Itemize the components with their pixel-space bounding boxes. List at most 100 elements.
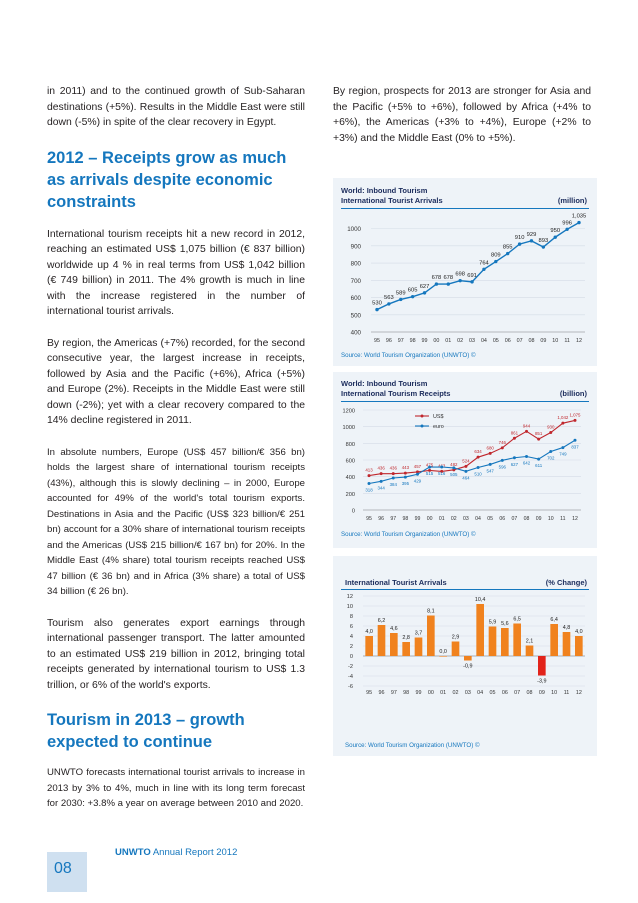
data-label: 505	[450, 472, 458, 477]
x-tick-label: 99	[422, 338, 428, 344]
data-label: 910	[515, 235, 525, 241]
data-label: 1,075	[570, 412, 582, 417]
data-point	[529, 239, 534, 243]
data-label: 596	[499, 464, 507, 469]
right-column: By region, prospects for 2013 are strong…	[333, 84, 591, 162]
data-label: -0,9	[463, 664, 472, 670]
data-label: 457	[414, 464, 422, 469]
x-tick-label: 02	[453, 690, 459, 694]
data-point	[446, 282, 450, 286]
data-label: 530	[372, 301, 382, 307]
page-number-box	[47, 852, 87, 892]
data-point	[512, 456, 516, 460]
data-point	[428, 465, 432, 469]
bar	[414, 637, 423, 656]
bar	[575, 636, 583, 656]
data-point	[470, 280, 474, 284]
data-label: 0,0	[439, 649, 447, 655]
y-tick-label: 1000	[343, 425, 355, 431]
x-tick-label: 09	[540, 338, 546, 344]
paragraph-receipts-record: International tourism receipts hit a new…	[47, 228, 305, 318]
x-tick-label: 05	[490, 690, 496, 694]
data-label: 524	[462, 458, 470, 463]
data-point	[500, 458, 504, 462]
y-tick-label: 500	[351, 312, 362, 319]
data-label: 4,0	[575, 629, 583, 635]
data-label: 950	[550, 228, 560, 234]
data-label: 5,6	[501, 621, 509, 627]
bar	[464, 656, 472, 661]
data-point	[391, 472, 395, 476]
data-label: 749	[559, 452, 567, 457]
x-tick-label: 04	[475, 516, 481, 522]
data-label: 691	[467, 273, 477, 279]
y-tick-label: 8	[350, 614, 353, 620]
chart-change-unit: (% Change)	[545, 578, 587, 587]
data-point	[500, 446, 504, 450]
data-label: 627	[420, 284, 430, 290]
chart-receipts-unit: (billion)	[559, 389, 587, 398]
data-label: 436	[377, 466, 385, 471]
data-label: 698	[455, 272, 465, 278]
data-label: 384	[390, 482, 398, 487]
x-tick-label: 01	[439, 516, 445, 522]
data-label: 1,042	[557, 415, 569, 420]
data-label: 4,6	[390, 626, 398, 632]
data-point	[537, 457, 541, 461]
bar	[439, 656, 447, 657]
x-tick-label: 95	[366, 690, 372, 694]
data-point	[476, 455, 480, 459]
data-point	[415, 472, 419, 476]
data-point	[440, 465, 444, 469]
data-point	[488, 451, 492, 455]
x-tick-label: 08	[528, 338, 534, 344]
data-point	[391, 476, 395, 480]
data-label: 1,035	[572, 214, 587, 220]
data-label: 851	[535, 431, 543, 436]
x-tick-label: 06	[502, 690, 508, 694]
x-tick-label: 12	[572, 516, 578, 522]
series-line-euro	[368, 439, 576, 485]
x-tick-label: 01	[445, 338, 451, 344]
legend-marker	[420, 424, 424, 428]
data-label: 475	[426, 462, 434, 467]
data-label: 443	[402, 465, 410, 470]
data-label: 996	[562, 220, 572, 226]
data-point	[428, 468, 432, 472]
x-tick-label: 97	[390, 516, 396, 522]
data-point	[512, 436, 516, 440]
data-label: 589	[396, 290, 406, 296]
bar	[476, 604, 484, 656]
data-point	[458, 278, 462, 283]
bar	[365, 636, 373, 656]
y-tick-label: 1000	[347, 226, 361, 233]
x-tick-label: 01	[440, 690, 446, 694]
data-point	[482, 267, 486, 271]
x-tick-label: 07	[517, 338, 523, 344]
heading-receipts-2012: 2012 – Receipts grow as much as arrivals…	[47, 148, 287, 211]
data-point	[494, 259, 498, 264]
data-point	[517, 242, 522, 246]
x-tick-label: 07	[514, 690, 520, 694]
y-tick-label: 800	[346, 442, 355, 448]
x-tick-label: 95	[366, 516, 372, 522]
data-point	[573, 438, 577, 442]
x-tick-label: 04	[481, 338, 487, 344]
x-tick-label: 12	[576, 690, 582, 694]
chart-change-rule	[341, 589, 589, 590]
data-label: 464	[462, 475, 470, 480]
data-label: 482	[450, 462, 458, 467]
data-label: 611	[535, 463, 543, 468]
data-label: 893	[539, 238, 549, 244]
data-point	[379, 472, 383, 476]
x-tick-label: 11	[560, 516, 565, 522]
x-tick-label: 10	[551, 690, 557, 694]
chart-receipts-title: World: Inbound Tourism International Tou…	[341, 379, 450, 399]
bar	[501, 628, 509, 656]
data-point	[415, 470, 419, 474]
chart-receipts-source: Source: World Tourism Organization (UNWT…	[341, 531, 476, 538]
chart-arrivals-unit: (million)	[557, 196, 587, 205]
x-tick-label: 03	[465, 690, 471, 694]
y-tick-label: 0	[350, 654, 353, 660]
y-tick-label: 2	[350, 644, 353, 650]
